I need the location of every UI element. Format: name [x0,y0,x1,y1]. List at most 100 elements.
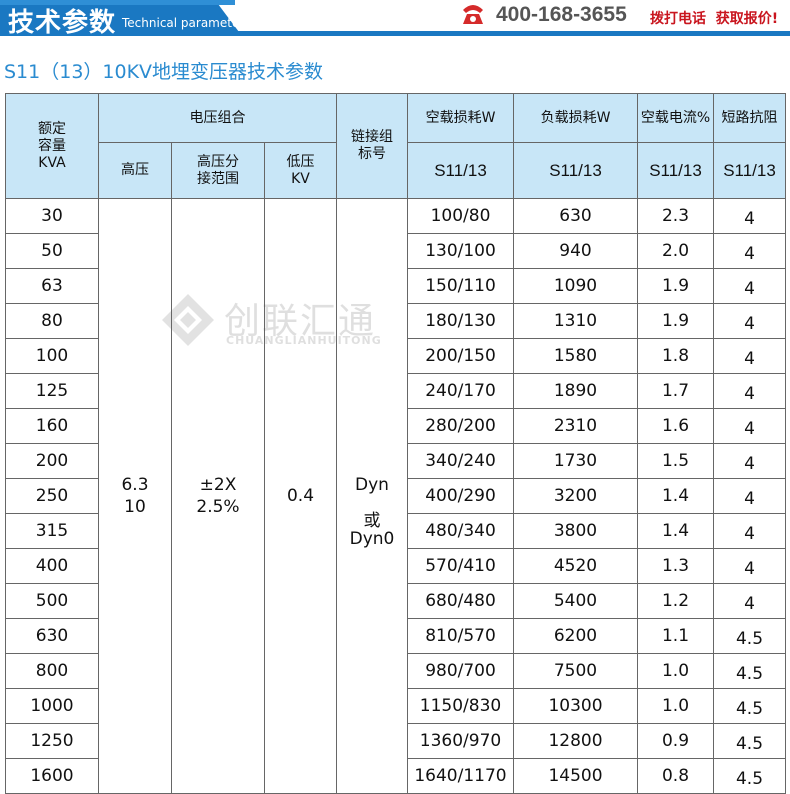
cell-no-load-loss: 980/700 [407,653,514,689]
cell-capacity: 315 [5,513,99,549]
header-short-circuit: 短路抗阻 [713,93,786,143]
header-hv: 高压 [98,142,172,199]
cell-no-load-loss: 1640/1170 [407,758,514,794]
cell-load-loss: 2310 [513,408,638,444]
header-load-loss: 负载损耗W [513,93,638,143]
table-row: 400 570/410 4520 1.3 4 [5,548,786,584]
cell-no-load-loss: 480/340 [407,513,514,549]
cell-short-circuit: 4 [713,303,786,339]
banner-line [0,31,790,36]
cell-capacity: 125 [5,373,99,409]
cell-no-load-current: 1.1 [637,618,714,654]
header-lv: 低压 KV [264,142,337,199]
cell-no-load-current: 1.8 [637,338,714,374]
cell-no-load-current: 1.4 [637,478,714,514]
header-connection: 链接组 标号 [336,93,408,199]
cell-capacity: 1600 [5,758,99,794]
cell-load-loss: 1310 [513,303,638,339]
cell-short-circuit: 4.5 [713,723,786,759]
table-row: 160 280/200 2310 1.6 4 [5,408,786,444]
cell-capacity: 30 [5,198,99,234]
cell-capacity: 1000 [5,688,99,724]
series-impedance: S11/13 [713,142,786,199]
cell-load-loss: 1890 [513,373,638,409]
cell-short-circuit: 4.5 [713,758,786,794]
cell-short-circuit: 4.5 [713,653,786,689]
table-row: 100 200/150 1580 1.8 4 [5,338,786,374]
cell-short-circuit: 4 [713,408,786,444]
cell-no-load-loss: 340/240 [407,443,514,479]
cell-load-loss: 630 [513,198,638,234]
table-row: 50 130/100 940 2.0 4 [5,233,786,269]
cell-capacity: 160 [5,408,99,444]
cell-short-circuit: 4 [713,268,786,304]
cell-hv-tap: ±2X 2.5% [171,198,265,794]
cell-load-loss: 5400 [513,583,638,619]
section-subtitle: Technical parameter [122,16,245,30]
cell-load-loss: 6200 [513,618,638,654]
cell-capacity: 80 [5,303,99,339]
cell-short-circuit: 4 [713,198,786,234]
cell-load-loss: 7500 [513,653,638,689]
banner-tab [0,0,242,36]
cell-no-load-loss: 200/150 [407,338,514,374]
series-load: S11/13 [513,142,638,199]
cell-no-load-current: 1.5 [637,443,714,479]
cell-short-circuit: 4 [713,443,786,479]
table-row: 250 400/290 3200 1.4 4 [5,478,786,514]
series-no-load: S11/13 [407,142,514,199]
cell-no-load-current: 1.7 [637,373,714,409]
cell-no-load-loss: 100/80 [407,198,514,234]
cell-no-load-current: 1.9 [637,303,714,339]
cell-lv: 0.4 [264,198,337,794]
cell-no-load-current: 1.4 [637,513,714,549]
cell-load-loss: 3200 [513,478,638,514]
banner-highlight [0,0,235,5]
cell-no-load-loss: 680/480 [407,583,514,619]
cell-short-circuit: 4.5 [713,688,786,724]
header-banner: 技术参数 Technical parameter 400-168-3655 拨打… [0,0,790,40]
cell-no-load-current: 1.6 [637,408,714,444]
cell-no-load-loss: 180/130 [407,303,514,339]
cell-capacity: 400 [5,548,99,584]
cell-load-loss: 4520 [513,548,638,584]
header-hv-tap: 高压分 接范围 [171,142,265,199]
cell-no-load-loss: 1150/830 [407,688,514,724]
header-voltage-group: 电压组合 [98,93,337,143]
cell-no-load-loss: 810/570 [407,618,514,654]
cell-load-loss: 1580 [513,338,638,374]
section-title: 技术参数 [8,8,117,38]
cell-load-loss: 940 [513,233,638,269]
cell-short-circuit: 4 [713,233,786,269]
cell-load-loss: 14500 [513,758,638,794]
cell-no-load-loss: 400/290 [407,478,514,514]
cell-no-load-current: 1.0 [637,653,714,689]
cell-load-loss: 10300 [513,688,638,724]
cell-load-loss: 3800 [513,513,638,549]
header-no-load-loss: 空载损耗W [407,93,514,143]
cell-short-circuit: 4 [713,373,786,409]
cell-no-load-current: 0.9 [637,723,714,759]
cell-no-load-current: 1.3 [637,548,714,584]
cell-capacity: 1250 [5,723,99,759]
call-to-action: 拨打电话 获取报价! [650,11,779,27]
cell-capacity: 200 [5,443,99,479]
cell-no-load-loss: 150/110 [407,268,514,304]
cell-short-circuit: 4 [713,548,786,584]
cell-no-load-current: 2.3 [637,198,714,234]
table-row: 63 150/110 1090 1.9 4 [5,268,786,304]
cell-capacity: 500 [5,583,99,619]
cell-no-load-loss: 130/100 [407,233,514,269]
cell-no-load-current: 0.8 [637,758,714,794]
table-row: 80 180/130 1310 1.9 4 [5,303,786,339]
cell-short-circuit: 4 [713,478,786,514]
cell-connection: Dyn 或 Dyn0 [336,198,408,794]
cell-capacity: 100 [5,338,99,374]
cell-load-loss: 12800 [513,723,638,759]
cell-no-load-loss: 240/170 [407,373,514,409]
cell-capacity: 250 [5,478,99,514]
cell-short-circuit: 4 [713,338,786,374]
header-capacity: 额定 容量 KVA [5,93,99,199]
phone-number[interactable]: 400-168-3655 [496,3,627,26]
cell-short-circuit: 4 [713,513,786,549]
